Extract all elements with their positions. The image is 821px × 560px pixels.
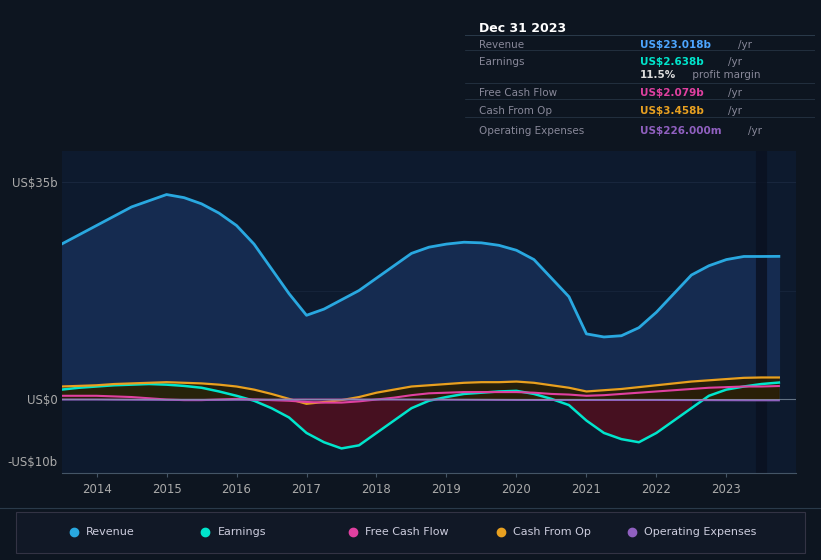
Text: Cash From Op: Cash From Op xyxy=(479,106,552,116)
FancyBboxPatch shape xyxy=(16,512,805,553)
Text: US$23.018b: US$23.018b xyxy=(640,40,711,49)
Text: Revenue: Revenue xyxy=(479,40,524,49)
Text: Earnings: Earnings xyxy=(479,57,525,67)
Text: /yr: /yr xyxy=(748,125,762,136)
Text: US$226.000m: US$226.000m xyxy=(640,125,722,136)
Text: Cash From Op: Cash From Op xyxy=(513,527,591,537)
Text: /yr: /yr xyxy=(728,57,742,67)
Text: Operating Expenses: Operating Expenses xyxy=(644,527,757,537)
Text: US$2.638b: US$2.638b xyxy=(640,57,704,67)
Text: Free Cash Flow: Free Cash Flow xyxy=(365,527,449,537)
Text: Dec 31 2023: Dec 31 2023 xyxy=(479,21,566,35)
Text: Revenue: Revenue xyxy=(86,527,135,537)
Text: /yr: /yr xyxy=(728,88,742,98)
Text: Earnings: Earnings xyxy=(218,527,266,537)
Text: Free Cash Flow: Free Cash Flow xyxy=(479,88,557,98)
Text: Operating Expenses: Operating Expenses xyxy=(479,125,584,136)
Text: US$3.458b: US$3.458b xyxy=(640,106,704,116)
Text: US$2.079b: US$2.079b xyxy=(640,88,704,98)
Text: /yr: /yr xyxy=(738,40,752,49)
Text: /yr: /yr xyxy=(728,106,742,116)
Text: 11.5%: 11.5% xyxy=(640,70,677,80)
Text: profit margin: profit margin xyxy=(689,70,760,80)
